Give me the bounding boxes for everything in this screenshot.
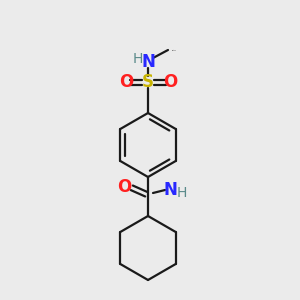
Text: O: O bbox=[163, 73, 177, 91]
Text: N: N bbox=[141, 53, 155, 71]
Text: N: N bbox=[163, 181, 177, 199]
Text: O: O bbox=[119, 73, 133, 91]
Text: H: H bbox=[177, 186, 187, 200]
Text: H: H bbox=[133, 52, 143, 66]
Text: O: O bbox=[117, 178, 131, 196]
Text: S: S bbox=[142, 73, 154, 91]
Text: methyl: methyl bbox=[172, 50, 177, 51]
